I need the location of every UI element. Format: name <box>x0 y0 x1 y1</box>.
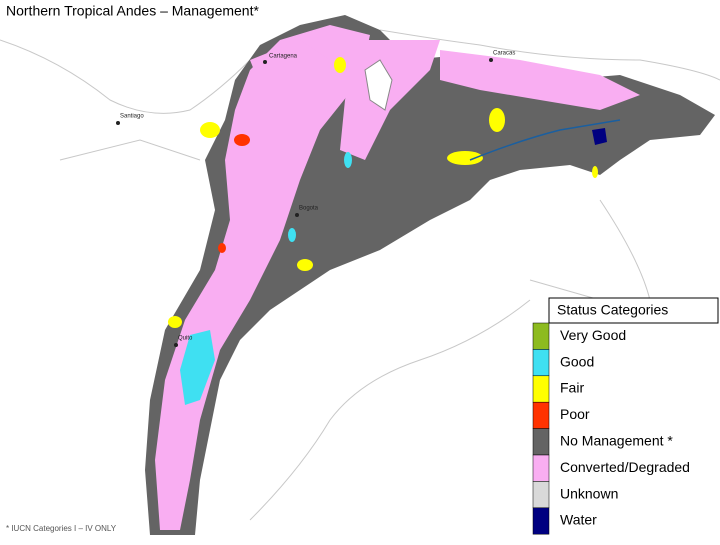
legend-title: Status Categories <box>557 302 668 318</box>
legend-swatch <box>532 322 550 350</box>
city-dot <box>489 58 493 62</box>
unknown-area <box>364 59 393 111</box>
legend-title-box <box>548 297 719 324</box>
legend-label: Unknown <box>560 485 618 501</box>
city-label: Cartagena <box>269 54 298 60</box>
fair-areas <box>168 57 598 328</box>
city-dot <box>295 213 299 217</box>
converted-area <box>250 40 330 110</box>
poor-area <box>234 134 250 146</box>
poor-areas <box>218 134 250 253</box>
city-dot <box>174 343 178 347</box>
legend-swatch <box>532 481 550 509</box>
fair-area <box>489 108 505 132</box>
legend-label: No Management * <box>560 433 673 449</box>
river <box>469 119 621 161</box>
legend-swatch <box>532 349 550 377</box>
legend-label: Fair <box>560 380 584 396</box>
legend-label: Very Good <box>560 327 626 343</box>
converted-area <box>155 25 370 530</box>
legend-swatch <box>532 428 550 456</box>
legend-swatch <box>532 454 550 482</box>
fair-area <box>168 316 182 328</box>
city-label: Quito <box>178 336 193 342</box>
legend-swatch <box>532 375 550 403</box>
legend-swatch <box>532 401 550 429</box>
fair-area <box>334 57 346 73</box>
water-area <box>592 128 607 145</box>
coastline <box>379 29 720 81</box>
legend-label: Converted/Degraded <box>560 459 690 475</box>
legend-label: Poor <box>560 406 590 422</box>
title: Northern Tropical Andes – Management* <box>6 3 259 19</box>
good-area <box>288 228 296 242</box>
border <box>529 199 651 301</box>
cities: Cartagena Caracas Santiago Bogota Quito <box>116 51 515 347</box>
converted-area <box>440 50 640 110</box>
poor-area <box>218 243 226 253</box>
legend-label: Water <box>560 512 597 528</box>
fair-area <box>447 151 483 165</box>
legend-swatch <box>532 507 550 535</box>
fair-area <box>297 259 313 271</box>
city-dot <box>263 60 267 64</box>
coastline <box>59 139 201 161</box>
good-area <box>180 330 215 405</box>
good-areas <box>180 152 352 405</box>
border <box>249 299 531 521</box>
fair-area <box>200 122 220 138</box>
fair-area <box>592 166 598 178</box>
coastline <box>0 39 251 114</box>
footnote: * IUCN Categories I – IV ONLY <box>6 524 117 533</box>
city-label: Bogota <box>299 206 319 212</box>
legend-label: Good <box>560 353 594 369</box>
legend: Status Categories Very Good Good Fair Poor N… <box>532 297 719 535</box>
coastlines <box>0 29 720 521</box>
city-label: Santiago <box>120 114 144 120</box>
good-area <box>344 152 352 168</box>
city-label: Caracas <box>493 51 515 57</box>
city-dot <box>116 121 120 125</box>
